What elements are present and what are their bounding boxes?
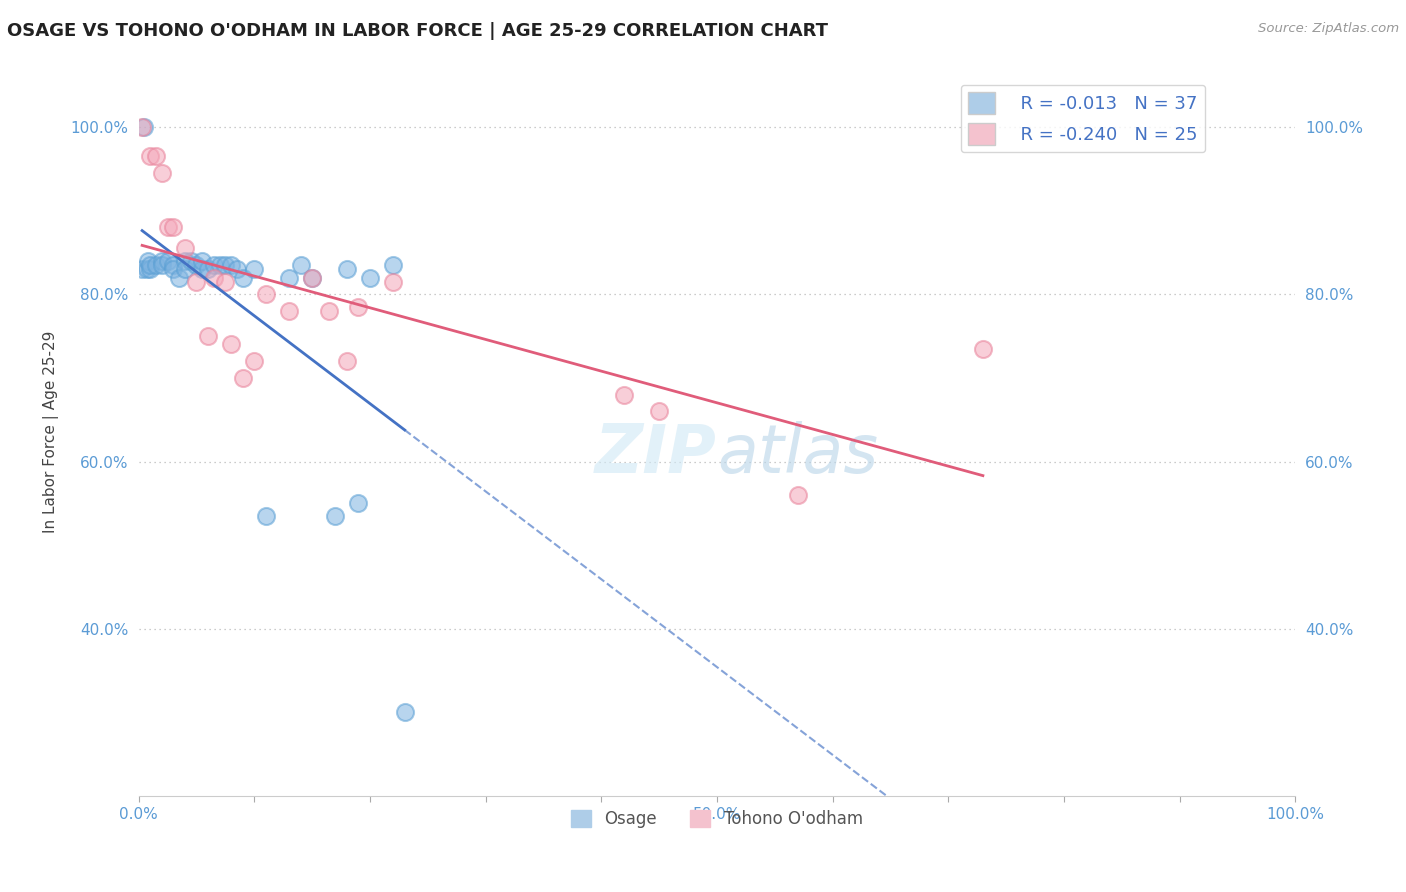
Point: [174, 241, 197, 255]
Point: [134, 120, 156, 134]
Y-axis label: In Labor Force | Age 25-29: In Labor Force | Age 25-29: [44, 331, 59, 533]
Point: [139, 262, 162, 277]
Point: [254, 508, 277, 523]
Point: [150, 166, 173, 180]
Point: [226, 262, 249, 277]
Point: [162, 258, 184, 272]
Point: [243, 354, 266, 368]
Point: [243, 262, 266, 277]
Point: [191, 253, 214, 268]
Point: [145, 258, 167, 272]
Point: [214, 275, 236, 289]
Point: [150, 253, 173, 268]
Point: [323, 508, 346, 523]
Point: [139, 149, 162, 163]
Point: [394, 706, 416, 720]
Point: [301, 270, 323, 285]
Point: [162, 220, 184, 235]
Point: [382, 275, 405, 289]
Point: [131, 120, 153, 134]
Point: [150, 258, 173, 272]
Text: Source: ZipAtlas.com: Source: ZipAtlas.com: [1258, 22, 1399, 36]
Point: [359, 270, 381, 285]
Point: [254, 287, 277, 301]
Point: [131, 262, 153, 277]
Point: [186, 258, 208, 272]
Text: atlas: atlas: [717, 421, 877, 487]
Point: [613, 387, 636, 401]
Point: [232, 371, 254, 385]
Text: OSAGE VS TOHONO O'ODHAM IN LABOR FORCE | AGE 25-29 CORRELATION CHART: OSAGE VS TOHONO O'ODHAM IN LABOR FORCE |…: [7, 22, 828, 40]
Point: [786, 488, 808, 502]
Point: [232, 270, 254, 285]
Point: [219, 337, 242, 351]
Point: [278, 304, 301, 318]
Point: [186, 275, 208, 289]
Point: [301, 270, 323, 285]
Point: [347, 300, 370, 314]
Point: [197, 262, 219, 277]
Point: [336, 354, 359, 368]
Point: [972, 342, 994, 356]
Point: [197, 329, 219, 343]
Point: [648, 404, 671, 418]
Point: [202, 270, 225, 285]
Point: [290, 258, 312, 272]
Point: [136, 253, 159, 268]
Point: [135, 262, 157, 277]
Point: [145, 149, 167, 163]
Point: [382, 258, 405, 272]
Point: [318, 304, 340, 318]
Point: [347, 496, 370, 510]
Point: [174, 253, 197, 268]
Point: [219, 258, 242, 272]
Legend: Osage, Tohono O'odham: Osage, Tohono O'odham: [564, 804, 869, 835]
Point: [156, 253, 179, 268]
Point: [202, 258, 225, 272]
Point: [139, 258, 162, 272]
Point: [191, 262, 214, 277]
Point: [156, 220, 179, 235]
Text: ZIP: ZIP: [595, 421, 717, 487]
Point: [214, 258, 236, 272]
Point: [167, 270, 190, 285]
Point: [180, 253, 202, 268]
Point: [336, 262, 359, 277]
Point: [278, 270, 301, 285]
Point: [174, 262, 197, 277]
Point: [208, 258, 231, 272]
Point: [162, 262, 184, 277]
